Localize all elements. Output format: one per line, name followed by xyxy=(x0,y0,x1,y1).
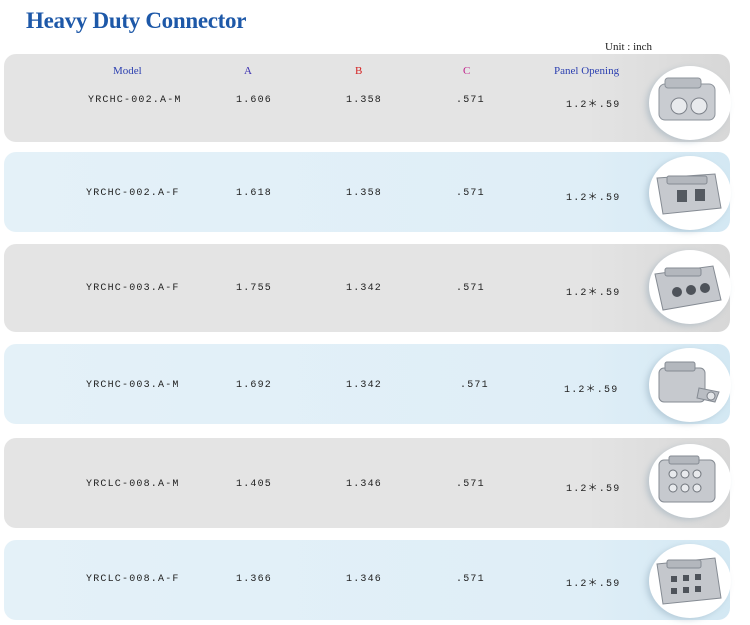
2-pin-female-connector-icon xyxy=(649,156,731,230)
cell-panel-opening: 1.2＊.59 xyxy=(566,288,621,299)
cell-a: 1.618 xyxy=(236,188,273,199)
cell-model: YRCHC-003.A-F xyxy=(86,283,180,294)
cell-a: 1.692 xyxy=(236,380,273,391)
column-header-a: A xyxy=(244,65,252,77)
cell-c: .571 xyxy=(460,380,489,391)
cell-b: 1.342 xyxy=(346,380,383,391)
cell-a: 1.405 xyxy=(236,479,273,490)
page-title: Heavy Duty Connector xyxy=(26,8,247,33)
8-pin-female-connector-icon xyxy=(649,544,731,618)
table-row xyxy=(4,438,730,528)
cell-panel-opening: 1.2＊.59 xyxy=(566,100,621,111)
column-header-model: Model xyxy=(113,65,142,77)
cell-c: .571 xyxy=(456,188,485,199)
cell-c: .571 xyxy=(456,574,485,585)
8-pin-male-connector-icon xyxy=(649,444,731,518)
cell-model: YRCLC-008.A-F xyxy=(86,574,180,585)
cell-b: 1.358 xyxy=(346,95,383,106)
3-pin-female-connector-icon xyxy=(649,250,731,324)
table-row xyxy=(4,244,730,332)
cell-a: 1.366 xyxy=(236,574,273,585)
cell-model: YRCHC-003.A-M xyxy=(86,380,180,391)
column-header-c: C xyxy=(463,65,471,77)
cell-panel-opening: 1.2＊.59 xyxy=(566,193,621,204)
cell-panel-opening: 1.2＊.59 xyxy=(564,385,619,396)
table-row xyxy=(4,152,730,232)
3-pin-male-connector-icon xyxy=(649,348,731,422)
cell-c: .571 xyxy=(456,95,485,106)
cell-model: YRCLC-008.A-M xyxy=(86,479,180,490)
column-header-panel-opening: Panel Opening xyxy=(554,65,620,77)
cell-c: .571 xyxy=(456,283,485,294)
table-row xyxy=(4,54,730,142)
cell-panel-opening: 1.2＊.59 xyxy=(566,484,621,495)
cell-model: YRCHC-002.A-F xyxy=(86,188,180,199)
table-row xyxy=(4,540,730,620)
cell-b: 1.342 xyxy=(346,283,383,294)
cell-b: 1.346 xyxy=(346,574,383,585)
cell-a: 1.755 xyxy=(236,283,273,294)
table-row xyxy=(4,344,730,424)
cell-panel-opening: 1.2＊.59 xyxy=(566,579,621,590)
cell-c: .571 xyxy=(456,479,485,490)
2-pin-male-connector-icon xyxy=(649,66,731,140)
cell-a: 1.606 xyxy=(236,95,273,106)
unit-label: Unit : inch xyxy=(605,41,653,53)
cell-model: YRCHC-002.A-M xyxy=(88,95,182,106)
column-header-b: B xyxy=(355,65,363,77)
cell-b: 1.358 xyxy=(346,188,383,199)
cell-b: 1.346 xyxy=(346,479,383,490)
